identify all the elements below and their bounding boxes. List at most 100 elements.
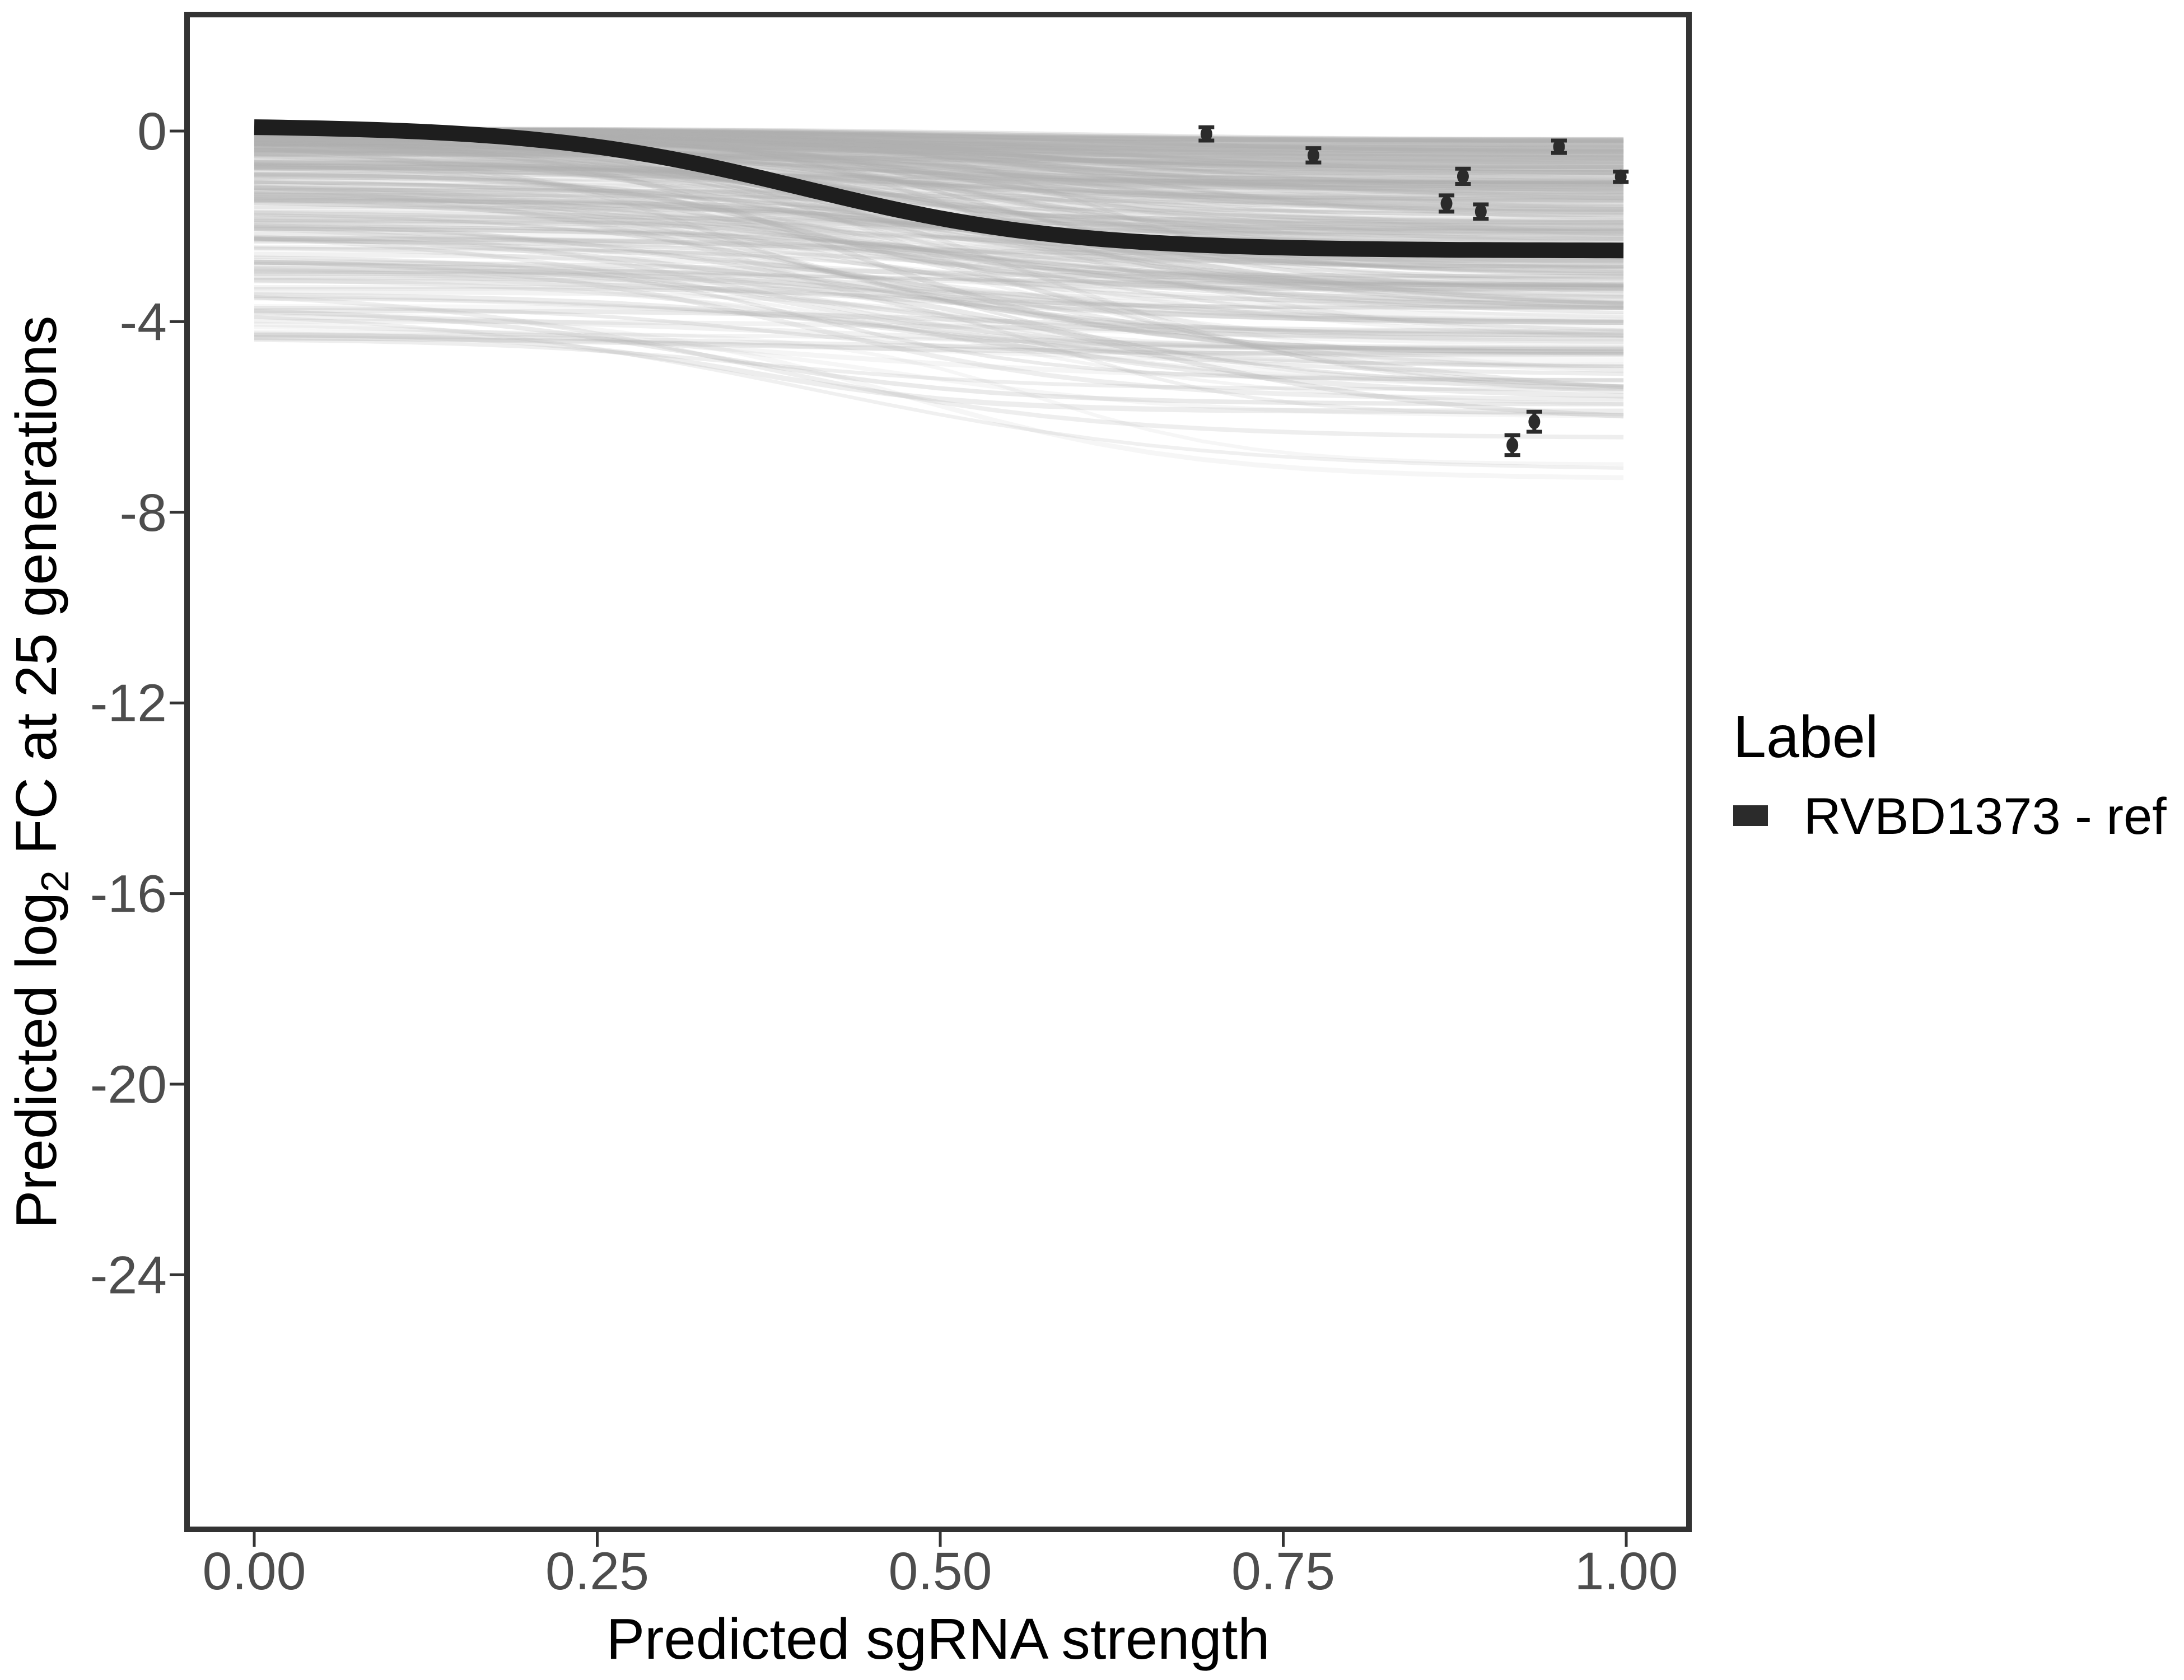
ensemble-line: [254, 172, 1624, 293]
data-point-with-errorbar: [1613, 169, 1629, 184]
ensemble-line: [254, 172, 1624, 269]
ensemble-line: [254, 140, 1624, 170]
ensemble-line: [254, 150, 1624, 192]
data-point-with-errorbar: [1305, 146, 1322, 165]
data-point-with-errorbar: [1473, 202, 1489, 221]
ensemble-line: [254, 226, 1624, 288]
ensemble-line: [254, 139, 1624, 394]
ensemble-line: [254, 309, 1624, 407]
ensemble-line: [254, 139, 1624, 208]
ensemble-line: [254, 165, 1624, 239]
data-point-dot: [1528, 414, 1541, 430]
ensemble-line: [254, 274, 1624, 368]
ensemble-line: [254, 151, 1624, 172]
ensemble-line: [254, 143, 1624, 208]
ensemble-line: [254, 141, 1624, 264]
ensemble-line: [254, 216, 1624, 236]
ensemble-line: [254, 240, 1624, 278]
ensemble-line: [254, 148, 1624, 217]
ensemble-line: [254, 292, 1624, 399]
ensemble-line: [254, 319, 1624, 335]
ensemble-line: [254, 227, 1624, 241]
data-point-dot: [1614, 169, 1627, 184]
data-point-with-errorbar: [1455, 166, 1471, 186]
ensemble-line: [254, 147, 1624, 168]
ensemble-line: [254, 136, 1624, 209]
ensemble-line: [254, 258, 1624, 374]
ensemble-line: [254, 162, 1624, 310]
data-point-with-errorbar: [1198, 125, 1215, 143]
ensemble-line: [254, 246, 1624, 368]
ensemble-line: [254, 263, 1624, 319]
ensemble-line: [254, 236, 1624, 289]
y-axis: 0 -4 -8 -12 -16 -20 -24: [90, 102, 184, 1305]
ensemble-line: [254, 223, 1624, 338]
data-point-dot: [1457, 169, 1469, 184]
ensemble-line: [254, 169, 1624, 188]
ensemble-line: [254, 220, 1624, 235]
ensemble-line: [254, 240, 1624, 270]
data-point-with-errorbar: [1439, 193, 1455, 214]
ensemble-line: [254, 180, 1624, 291]
ensemble-line: [254, 175, 1624, 191]
ensemble-line: [254, 217, 1624, 363]
ensemble-line: [254, 146, 1624, 169]
ensemble-line: [254, 147, 1624, 164]
x-tick-label: 0.50: [889, 1542, 992, 1601]
ensemble-line: [254, 164, 1624, 184]
ensemble-line: [254, 278, 1624, 325]
ensemble-line: [254, 176, 1624, 192]
ensemble-line: [254, 246, 1624, 264]
x-tick-label: 0.75: [1231, 1542, 1335, 1601]
ensemble-line: [254, 155, 1624, 224]
ensemble-line: [254, 148, 1624, 189]
ensemble-line: [254, 267, 1624, 352]
ensemble-line: [254, 314, 1624, 351]
ensemble-line: [254, 197, 1624, 311]
ensemble-line: [254, 244, 1624, 338]
ensemble-line: [254, 276, 1624, 417]
ensemble-line: [254, 315, 1624, 470]
ensemble-line: [254, 149, 1624, 211]
ensemble-line: [254, 144, 1624, 304]
ensemble-line: [254, 321, 1624, 383]
ensemble-line: [254, 310, 1624, 480]
ensemble-line: [254, 160, 1624, 185]
ensemble-line: [254, 192, 1624, 307]
ensemble-line: [254, 137, 1624, 344]
ensemble-line: [254, 140, 1624, 161]
ensemble-line: [254, 144, 1624, 185]
data-point-with-errorbar: [1551, 138, 1567, 155]
ensemble-line: [254, 333, 1624, 351]
ensemble-line: [254, 162, 1624, 205]
ensemble-line: [254, 191, 1624, 223]
ensemble-line: [254, 335, 1624, 358]
ensemble-line: [254, 158, 1624, 185]
ensemble-line: [254, 138, 1624, 212]
y-axis-title: Predicted log2 FC at 25 generations: [4, 316, 77, 1229]
ensemble-line: [254, 142, 1624, 190]
ensemble-line: [254, 138, 1624, 200]
ensemble-line: [254, 189, 1624, 297]
ensemble-line: [254, 168, 1624, 186]
observed-points-layer: [1198, 125, 1629, 458]
ensemble-line: [254, 192, 1624, 305]
ensemble-line: [254, 245, 1624, 323]
ensemble-line: [254, 297, 1624, 368]
y-tick-label: -4: [120, 292, 167, 352]
ensemble-line: [254, 165, 1624, 186]
ensemble-line: [254, 278, 1624, 390]
ensemble-line: [254, 271, 1624, 355]
ensemble-line: [254, 338, 1624, 391]
ensemble-line: [254, 195, 1624, 353]
data-point-with-errorbar: [1504, 433, 1520, 458]
reference-fit-curve: [254, 119, 1624, 259]
ensemble-line: [254, 160, 1624, 222]
legend: Label RVBD1373 - ref: [1733, 704, 2167, 845]
ensemble-line: [254, 213, 1624, 388]
ensemble-line: [254, 139, 1624, 280]
data-point-dot: [1506, 437, 1519, 452]
ensemble-line: [254, 186, 1624, 213]
x-tick-label: 0.25: [545, 1542, 649, 1601]
